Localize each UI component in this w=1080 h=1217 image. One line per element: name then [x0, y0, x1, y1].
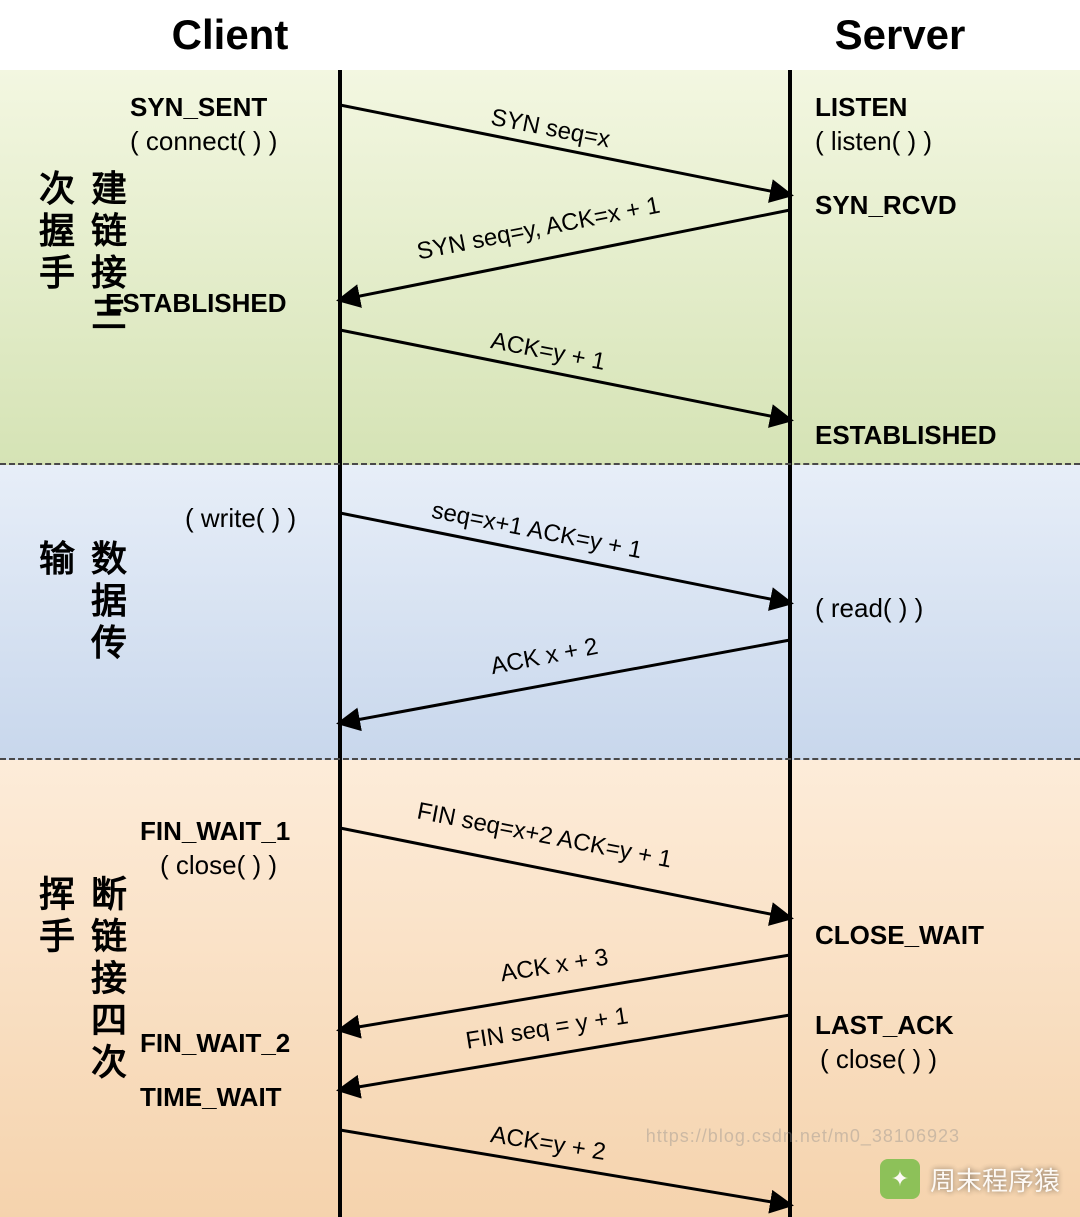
call-close-server: ( close( ) ) [820, 1044, 937, 1075]
state-established-client: ESTABLISHED [105, 288, 287, 319]
state-syn-rcvd: SYN_RCVD [815, 190, 957, 221]
header-server: Server [760, 11, 1040, 59]
call-connect: ( connect( ) ) [130, 126, 277, 157]
state-fin-wait-1: FIN_WAIT_1 [140, 816, 290, 847]
state-fin-wait-2: FIN_WAIT_2 [140, 1028, 290, 1059]
call-listen: ( listen( ) ) [815, 126, 932, 157]
wechat-icon: ✦ [880, 1159, 920, 1199]
state-established-server: ESTABLISHED [815, 420, 997, 451]
watermark: ✦ 周末程序猿 [880, 1159, 1060, 1199]
call-read: ( read( ) ) [815, 593, 923, 624]
state-syn-sent: SYN_SENT [130, 92, 267, 123]
watermark-text: 周末程序猿 [930, 1161, 1060, 1198]
section-handshake: 建链接三次握手 SYN_SENT ( connect( ) ) ESTABLIS… [0, 70, 1080, 465]
state-listen: LISTEN [815, 92, 907, 123]
call-close-client: ( close( ) ) [160, 850, 277, 881]
state-close-wait: CLOSE_WAIT [815, 920, 984, 951]
section-teardown: 断链接四次挥手 FIN_WAIT_1 ( close( ) ) FIN_WAIT… [0, 760, 1080, 1217]
section-data: 数据传输 ( write( ) ) ( read( ) ) seq=x+1 AC… [0, 465, 1080, 760]
header-row: Client Server [0, 0, 1080, 70]
url-watermark: https://blog.csdn.net/m0_38106923 [646, 1126, 960, 1147]
header-client: Client [90, 11, 370, 59]
call-write: ( write( ) ) [185, 503, 296, 534]
state-last-ack: LAST_ACK [815, 1010, 954, 1041]
state-time-wait: TIME_WAIT [140, 1082, 282, 1113]
